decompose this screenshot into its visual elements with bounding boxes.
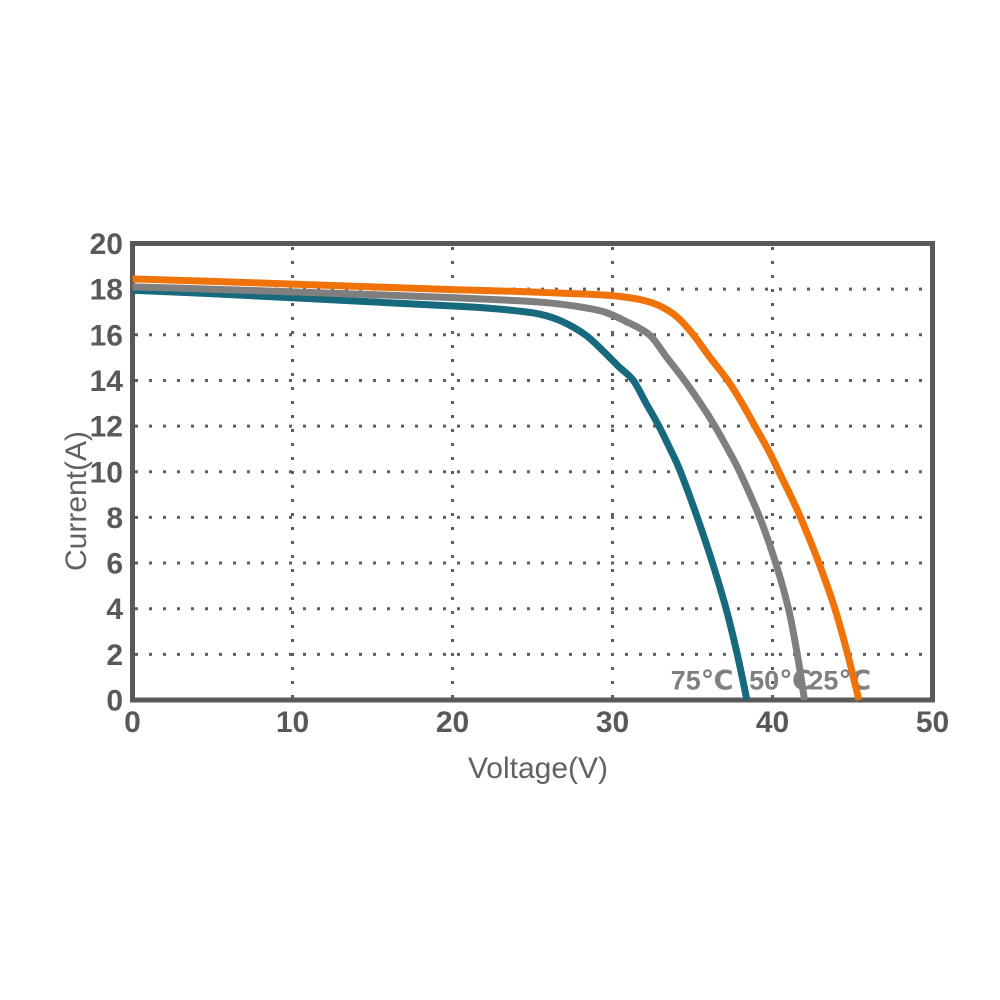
x-axis-title: Voltage(V) (468, 752, 608, 785)
x-tick-label: 0 (124, 706, 141, 739)
y-tick-label: 18 (90, 274, 123, 307)
y-tick-label: 12 (90, 411, 123, 444)
gridlines (135, 247, 930, 698)
x-tick-label: 20 (436, 706, 469, 739)
curve-75 (132, 286, 751, 701)
curve-labels: 75℃ 50℃25℃ (671, 665, 871, 695)
y-tick-labels: 0 2 4 6 8 10 12 14 16 18 20 (90, 228, 124, 718)
curves (132, 275, 863, 701)
y-tick-label: 0 (106, 685, 123, 718)
y-tick-label: 8 (106, 502, 123, 535)
x-tick-labels: 0 10 20 30 40 50 (124, 706, 949, 739)
curve-50 (132, 283, 808, 701)
curve-label-25: 25℃ (808, 665, 871, 695)
x-tick-label: 40 (756, 706, 789, 739)
y-tick-label: 2 (106, 639, 123, 672)
x-tick-label: 50 (916, 706, 949, 739)
x-tick-label: 30 (596, 706, 629, 739)
y-tick-label: 6 (106, 548, 123, 581)
y-axis-title: Current(A) (60, 431, 93, 571)
y-tick-label: 16 (90, 319, 123, 352)
y-tick-label: 14 (90, 365, 124, 398)
curve-25 (132, 275, 863, 701)
curve-label-75: 75℃ (671, 665, 734, 695)
plot-frame (130, 241, 935, 703)
y-tick-label: 20 (90, 228, 123, 261)
x-tick-label: 10 (276, 706, 309, 739)
y-tick-label: 10 (90, 456, 123, 489)
y-tick-label: 4 (106, 593, 123, 626)
